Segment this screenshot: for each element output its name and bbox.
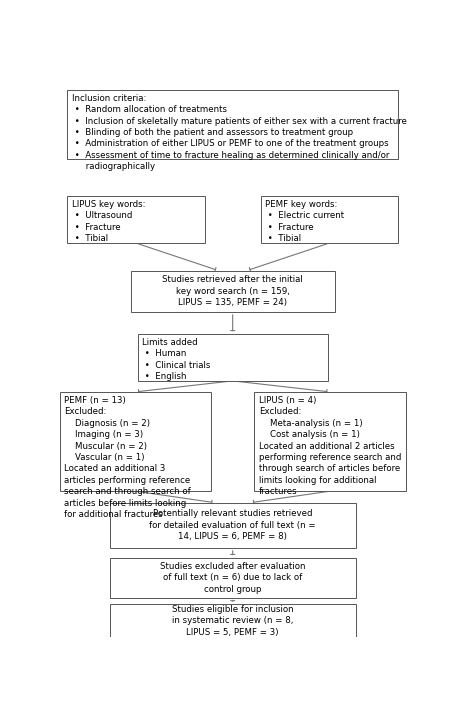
FancyBboxPatch shape xyxy=(59,392,211,491)
Text: LIPUS (n = 4)
Excluded:
    Meta-analysis (n = 1)
    Cost analysis (n = 1)
Loca: LIPUS (n = 4) Excluded: Meta-analysis (n… xyxy=(259,396,401,496)
FancyBboxPatch shape xyxy=(109,604,356,637)
Text: LIPUS key words:
 •  Ultrasound
 •  Fracture
 •  Tibial: LIPUS key words: • Ultrasound • Fracture… xyxy=(72,200,145,243)
Text: Studies excluded after evaluation
of full text (n = 6) due to lack of
control gr: Studies excluded after evaluation of ful… xyxy=(160,562,306,594)
FancyBboxPatch shape xyxy=(67,90,398,159)
FancyBboxPatch shape xyxy=(109,558,356,598)
Text: Potentially relevant studies retrieved
for detailed evaluation of full text (n =: Potentially relevant studies retrieved f… xyxy=(149,509,316,541)
Text: PEMF (n = 13)
Excluded:
    Diagnosis (n = 2)
    Imaging (n = 3)
    Muscular (: PEMF (n = 13) Excluded: Diagnosis (n = 2… xyxy=(64,396,191,519)
FancyBboxPatch shape xyxy=(138,334,328,381)
Text: Studies eligible for inclusion
in systematic review (n = 8,
LIPUS = 5, PEMF = 3): Studies eligible for inclusion in system… xyxy=(172,605,293,637)
Text: Inclusion criteria:
 •  Random allocation of treatments
 •  Inclusion of skeleta: Inclusion criteria: • Random allocation … xyxy=(72,94,407,171)
FancyBboxPatch shape xyxy=(67,196,205,243)
Text: Limits added
 •  Human
 •  Clinical trials
 •  English: Limits added • Human • Clinical trials •… xyxy=(142,338,211,381)
FancyBboxPatch shape xyxy=(255,392,406,491)
FancyBboxPatch shape xyxy=(131,271,335,312)
FancyBboxPatch shape xyxy=(109,503,356,548)
Text: Studies retrieved after the initial
key word search (n = 159,
LIPUS = 135, PEMF : Studies retrieved after the initial key … xyxy=(162,276,303,307)
FancyBboxPatch shape xyxy=(261,196,398,243)
Text: PEMF key words:
 •  Electric current
 •  Fracture
 •  Tibial: PEMF key words: • Electric current • Fra… xyxy=(266,200,345,243)
